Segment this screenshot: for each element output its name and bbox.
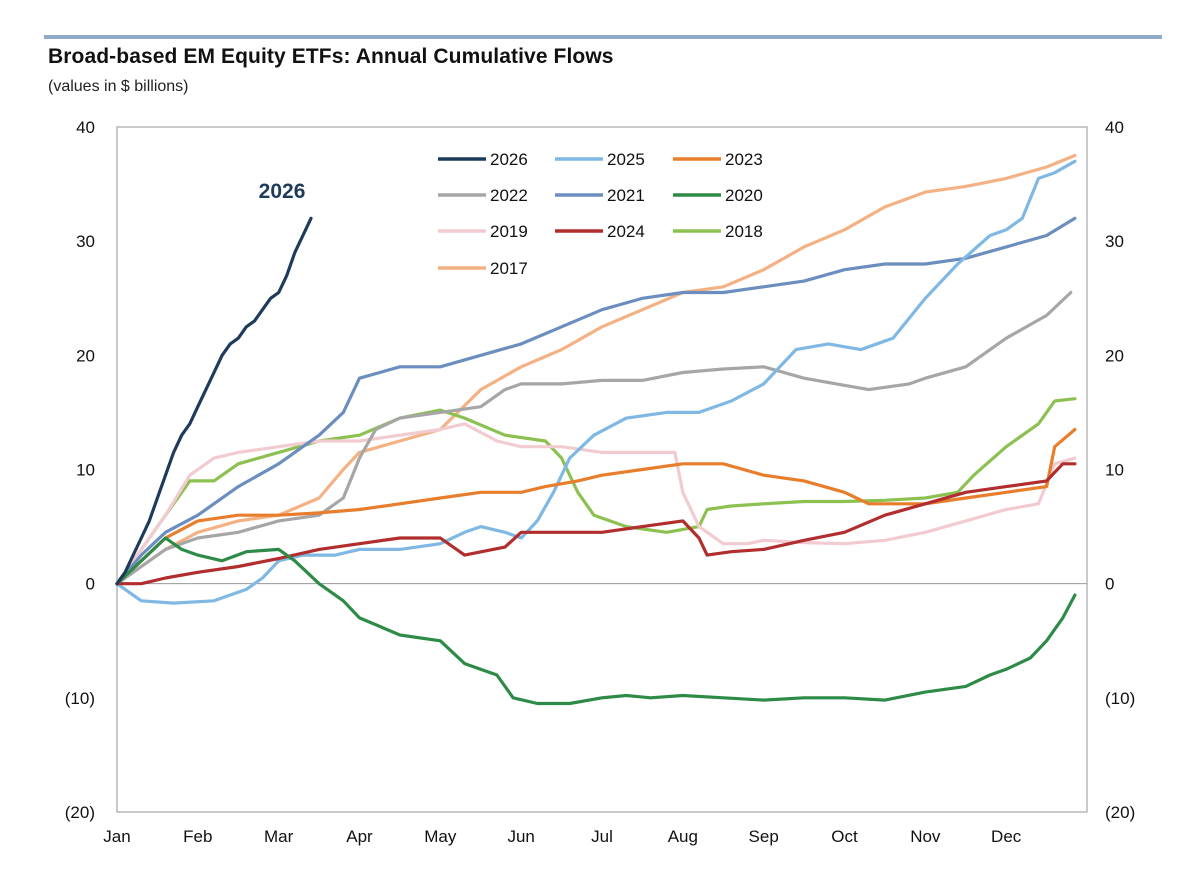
chart-title: Broad-based EM Equity ETFs: Annual Cumul… <box>48 45 614 68</box>
x-tick-label: Oct <box>831 827 858 846</box>
series-line-2022 <box>115 290 1073 586</box>
x-tick-label: Aug <box>668 827 698 846</box>
series-line-2025 <box>115 159 1077 605</box>
y-tick-label-left: (10) <box>65 689 95 708</box>
legend-label-2017: 2017 <box>490 259 528 278</box>
x-tick-label: Jul <box>591 827 613 846</box>
series-line-2019 <box>115 422 1077 586</box>
series-line-2024 <box>115 462 1077 586</box>
annotation-2026: 2026 <box>259 180 306 203</box>
legend-label-2026: 2026 <box>490 150 528 169</box>
x-tick-label: Jun <box>507 827 534 846</box>
x-tick-label: Dec <box>991 827 1022 846</box>
y-tick-label-right: 30 <box>1105 232 1124 251</box>
series-line-2026 <box>115 216 313 586</box>
x-tick-label: May <box>424 827 457 846</box>
legend-label-2018: 2018 <box>725 222 763 241</box>
x-tick-label: Sep <box>749 827 779 846</box>
series-line-2018 <box>115 397 1077 586</box>
series-line-2020 <box>115 536 1077 706</box>
y-tick-label-left: 0 <box>86 575 95 594</box>
series-line-2023 <box>115 427 1077 586</box>
y-tick-label-right: 20 <box>1105 346 1124 365</box>
y-tick-label-right: 0 <box>1105 575 1114 594</box>
x-tick-label: Feb <box>183 827 212 846</box>
y-tick-label-right: (20) <box>1105 803 1135 822</box>
legend-label-2023: 2023 <box>725 150 763 169</box>
top-rule <box>44 35 1162 39</box>
series-line-2017 <box>115 153 1077 586</box>
y-tick-label-left: 10 <box>76 461 95 480</box>
legend-label-2019: 2019 <box>490 222 528 241</box>
y-tick-label-left: 30 <box>76 232 95 251</box>
x-tick-label: Apr <box>346 827 373 846</box>
chart-subtitle: (values in $ billions) <box>48 78 189 95</box>
series-line-2021 <box>115 216 1077 586</box>
y-tick-label-right: 10 <box>1105 461 1124 480</box>
legend-label-2024: 2024 <box>607 222 645 241</box>
plot-area-frame <box>116 126 1088 813</box>
x-tick-label: Nov <box>910 827 941 846</box>
y-tick-label-right: 40 <box>1105 118 1124 137</box>
x-tick-label: Mar <box>264 827 294 846</box>
y-tick-label-left: 20 <box>76 346 95 365</box>
legend-label-2020: 2020 <box>725 186 763 205</box>
legend-label-2022: 2022 <box>490 186 528 205</box>
legend-label-2021: 2021 <box>607 186 645 205</box>
legend-label-2025: 2025 <box>607 150 645 169</box>
y-tick-label-left: 40 <box>76 118 95 137</box>
y-tick-label-left: (20) <box>65 803 95 822</box>
x-tick-label: Jan <box>103 827 130 846</box>
y-tick-label-right: (10) <box>1105 689 1135 708</box>
